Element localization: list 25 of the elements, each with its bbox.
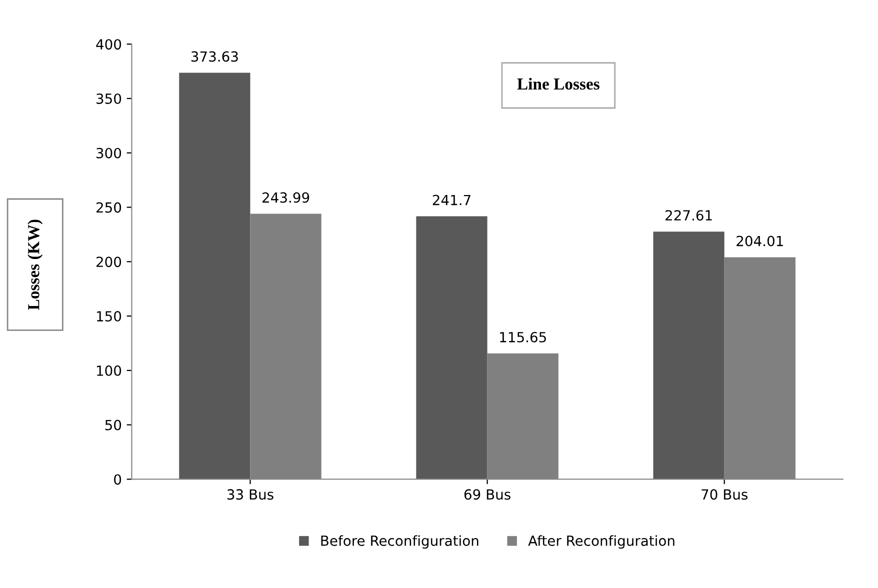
legend-label: After Reconfiguration <box>528 535 674 549</box>
bar <box>416 216 488 480</box>
data-label: 204.01 <box>736 236 783 246</box>
bar <box>179 72 250 480</box>
data-label: 373.63 <box>191 51 238 62</box>
data-label: 115.65 <box>500 332 546 342</box>
y-tick-label: 150 <box>96 311 122 322</box>
data-label: 241.7 <box>432 194 470 206</box>
y-tick-label: 250 <box>96 202 122 213</box>
y-tick-label: 100 <box>96 365 122 376</box>
y-axis-title: Losses (KW) <box>28 220 43 310</box>
x-tick-label: 69 Bus <box>464 489 510 500</box>
text: Line Losses <box>517 78 600 90</box>
x-tick-label: 33 Bus <box>227 489 274 500</box>
y-tick-label: 200 <box>96 256 122 268</box>
y-tick-label: 400 <box>96 39 122 50</box>
y-tick-label: 300 <box>96 148 122 158</box>
legend-label: Before Reconfiguration <box>321 535 478 549</box>
x-tick-label: 70 Bus <box>702 489 748 500</box>
bar <box>653 232 724 480</box>
data-label: 227.61 <box>666 210 712 221</box>
y-tick-label: 0 <box>114 474 122 485</box>
y-tick-label: 50 <box>105 420 122 430</box>
y-tick-label: 350 <box>96 93 122 104</box>
data-label: 243.99 <box>262 192 310 203</box>
